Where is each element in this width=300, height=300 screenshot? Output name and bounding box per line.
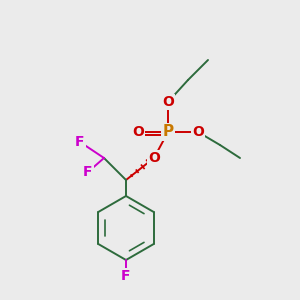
Text: F: F [83,165,93,179]
Text: O: O [132,125,144,139]
Text: F: F [75,135,85,149]
Text: O: O [148,151,160,165]
Text: F: F [121,269,131,283]
Text: O: O [162,95,174,109]
Text: P: P [162,124,174,140]
Text: O: O [192,125,204,139]
